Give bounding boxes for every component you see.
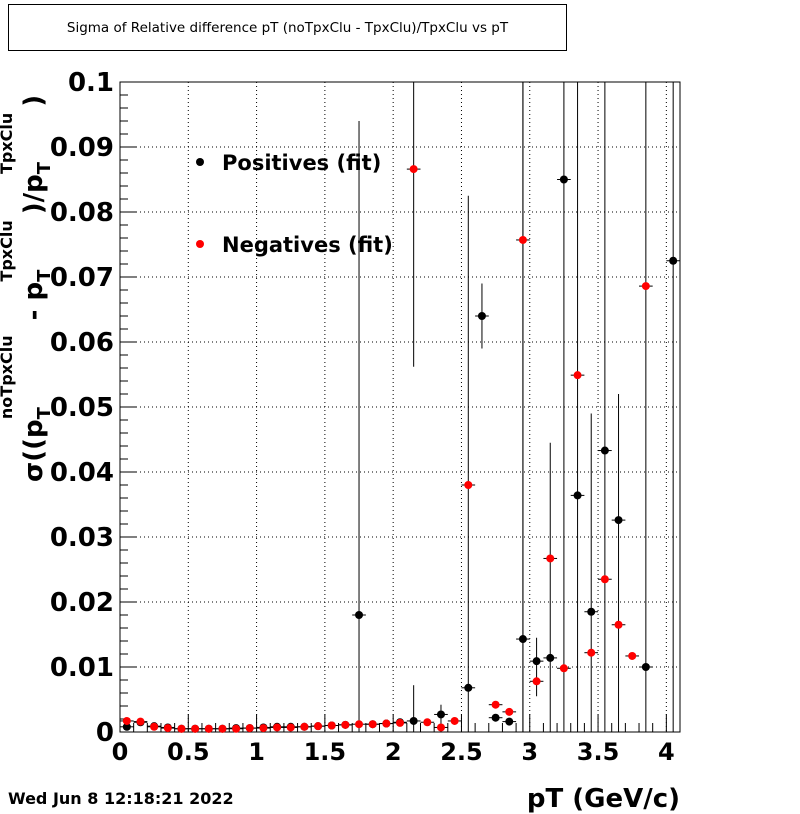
y-tick-label: 0.09 (50, 133, 114, 163)
data-point-negatives (368, 720, 377, 729)
y-tick-label: 0.1 (68, 68, 114, 98)
data-point-positives (122, 722, 131, 731)
legend: Positives (fit) Negatives (fit) (196, 151, 393, 257)
data-point-negatives (546, 554, 555, 563)
data-point-positives (641, 663, 650, 671)
error-bars (120, 82, 680, 732)
tick-labels: 0 0.5 1 1.5 2 2.5 3 3.5 4 0 0.01 0.02 0.03 0.04 0.05 0.… (50, 68, 675, 766)
data-point-negatives (136, 717, 145, 726)
y-tick-label: 0.06 (50, 328, 114, 358)
x-tick-label: 0.5 (167, 738, 210, 766)
data-point-negatives (232, 724, 241, 733)
data-point-negatives (150, 722, 159, 731)
data-point-positives (532, 657, 541, 666)
data-point-negatives (587, 648, 596, 657)
data-point-positives (587, 607, 596, 616)
y-tick-label: 0.02 (50, 588, 114, 618)
data-point-positives (614, 516, 623, 525)
data-point-positives (464, 683, 473, 692)
data-point-negatives (396, 718, 404, 727)
data-point-negatives (505, 707, 514, 716)
x-axis-label: pT (GeV/c) (527, 784, 680, 814)
data-point-negatives (614, 620, 623, 629)
data-point-negatives (628, 651, 637, 660)
data-point-negatives (122, 716, 131, 725)
data-point-positives (573, 491, 582, 500)
axis-ticks (119, 81, 667, 733)
data-point-negatives (382, 719, 391, 728)
data-point-negatives (450, 716, 459, 725)
x-tick-label: 1.5 (304, 738, 347, 766)
legend-label-positives: Positives (fit) (222, 151, 381, 175)
data-point-negatives (641, 282, 650, 291)
legend-marker-negatives (196, 240, 204, 248)
data-point-positives (518, 635, 527, 644)
x-tick-label: 0 (112, 738, 129, 766)
y-tick-label: 0.03 (50, 523, 114, 553)
data-point-negatives (532, 677, 541, 686)
data-markers (122, 165, 678, 733)
data-point-negatives (191, 724, 200, 733)
data-point-negatives (314, 722, 323, 731)
data-point-negatives (218, 724, 227, 733)
x-tick-label: 1 (248, 738, 265, 766)
data-point-negatives (436, 723, 445, 732)
data-point-negatives (491, 700, 500, 709)
svg-text:σ((pTnoTpxClu - pTTpxClu)/pTTp: σ((pTnoTpxClu - pTTpxClu)/pTTpxClu) (0, 95, 55, 482)
data-point-positives (669, 256, 678, 265)
x-tick-label: 3.5 (577, 738, 620, 766)
data-point-negatives (163, 724, 172, 733)
data-point-negatives (573, 371, 582, 380)
data-point-negatives (273, 723, 282, 732)
data-point-positives (477, 312, 486, 320)
data-point-positives (546, 653, 555, 662)
data-point-positives (559, 175, 568, 184)
data-point-negatives (600, 575, 609, 584)
x-tick-label: 4 (658, 738, 675, 766)
legend-label-negatives: Negatives (fit) (222, 233, 393, 257)
data-point-negatives (423, 718, 432, 727)
legend-marker-positives (196, 158, 204, 166)
data-point-positives (409, 716, 418, 725)
data-point-negatives (327, 721, 336, 730)
data-point-negatives (341, 720, 350, 729)
grid (120, 82, 680, 732)
data-point-negatives (286, 723, 295, 732)
data-point-negatives (409, 165, 418, 174)
x-tick-label: 3 (521, 738, 538, 766)
data-point-negatives (559, 664, 568, 673)
chart-title: Sigma of Relative difference pT (noTpxCl… (8, 4, 567, 51)
data-point-negatives (177, 724, 186, 733)
data-point-negatives (204, 724, 213, 733)
y-tick-label: 0 (96, 718, 114, 748)
y-tick-label: 0.08 (50, 198, 114, 228)
x-tick-label: 2 (385, 738, 402, 766)
data-point-positives (491, 713, 500, 722)
data-point-negatives (300, 722, 309, 731)
data-point-negatives (464, 481, 473, 489)
y-tick-label: 0.01 (50, 653, 114, 683)
data-point-positives (355, 611, 364, 619)
data-point-negatives (518, 235, 527, 244)
timestamp: Wed Jun 8 12:18:21 2022 (8, 789, 234, 808)
y-tick-label: 0.05 (50, 393, 114, 423)
data-point-positives (436, 710, 445, 719)
data-point-positives (505, 717, 514, 726)
data-point-negatives (355, 720, 364, 729)
y-axis-label: σ((pTnoTpxClu - pTTpxClu)/pTTpxClu) (0, 95, 55, 482)
data-point-positives (600, 446, 609, 455)
y-tick-label: 0.04 (50, 458, 114, 488)
x-tick-label: 2.5 (440, 738, 483, 766)
y-tick-label: 0.07 (50, 263, 114, 293)
data-point-negatives (259, 724, 268, 733)
data-point-negatives (245, 724, 254, 733)
